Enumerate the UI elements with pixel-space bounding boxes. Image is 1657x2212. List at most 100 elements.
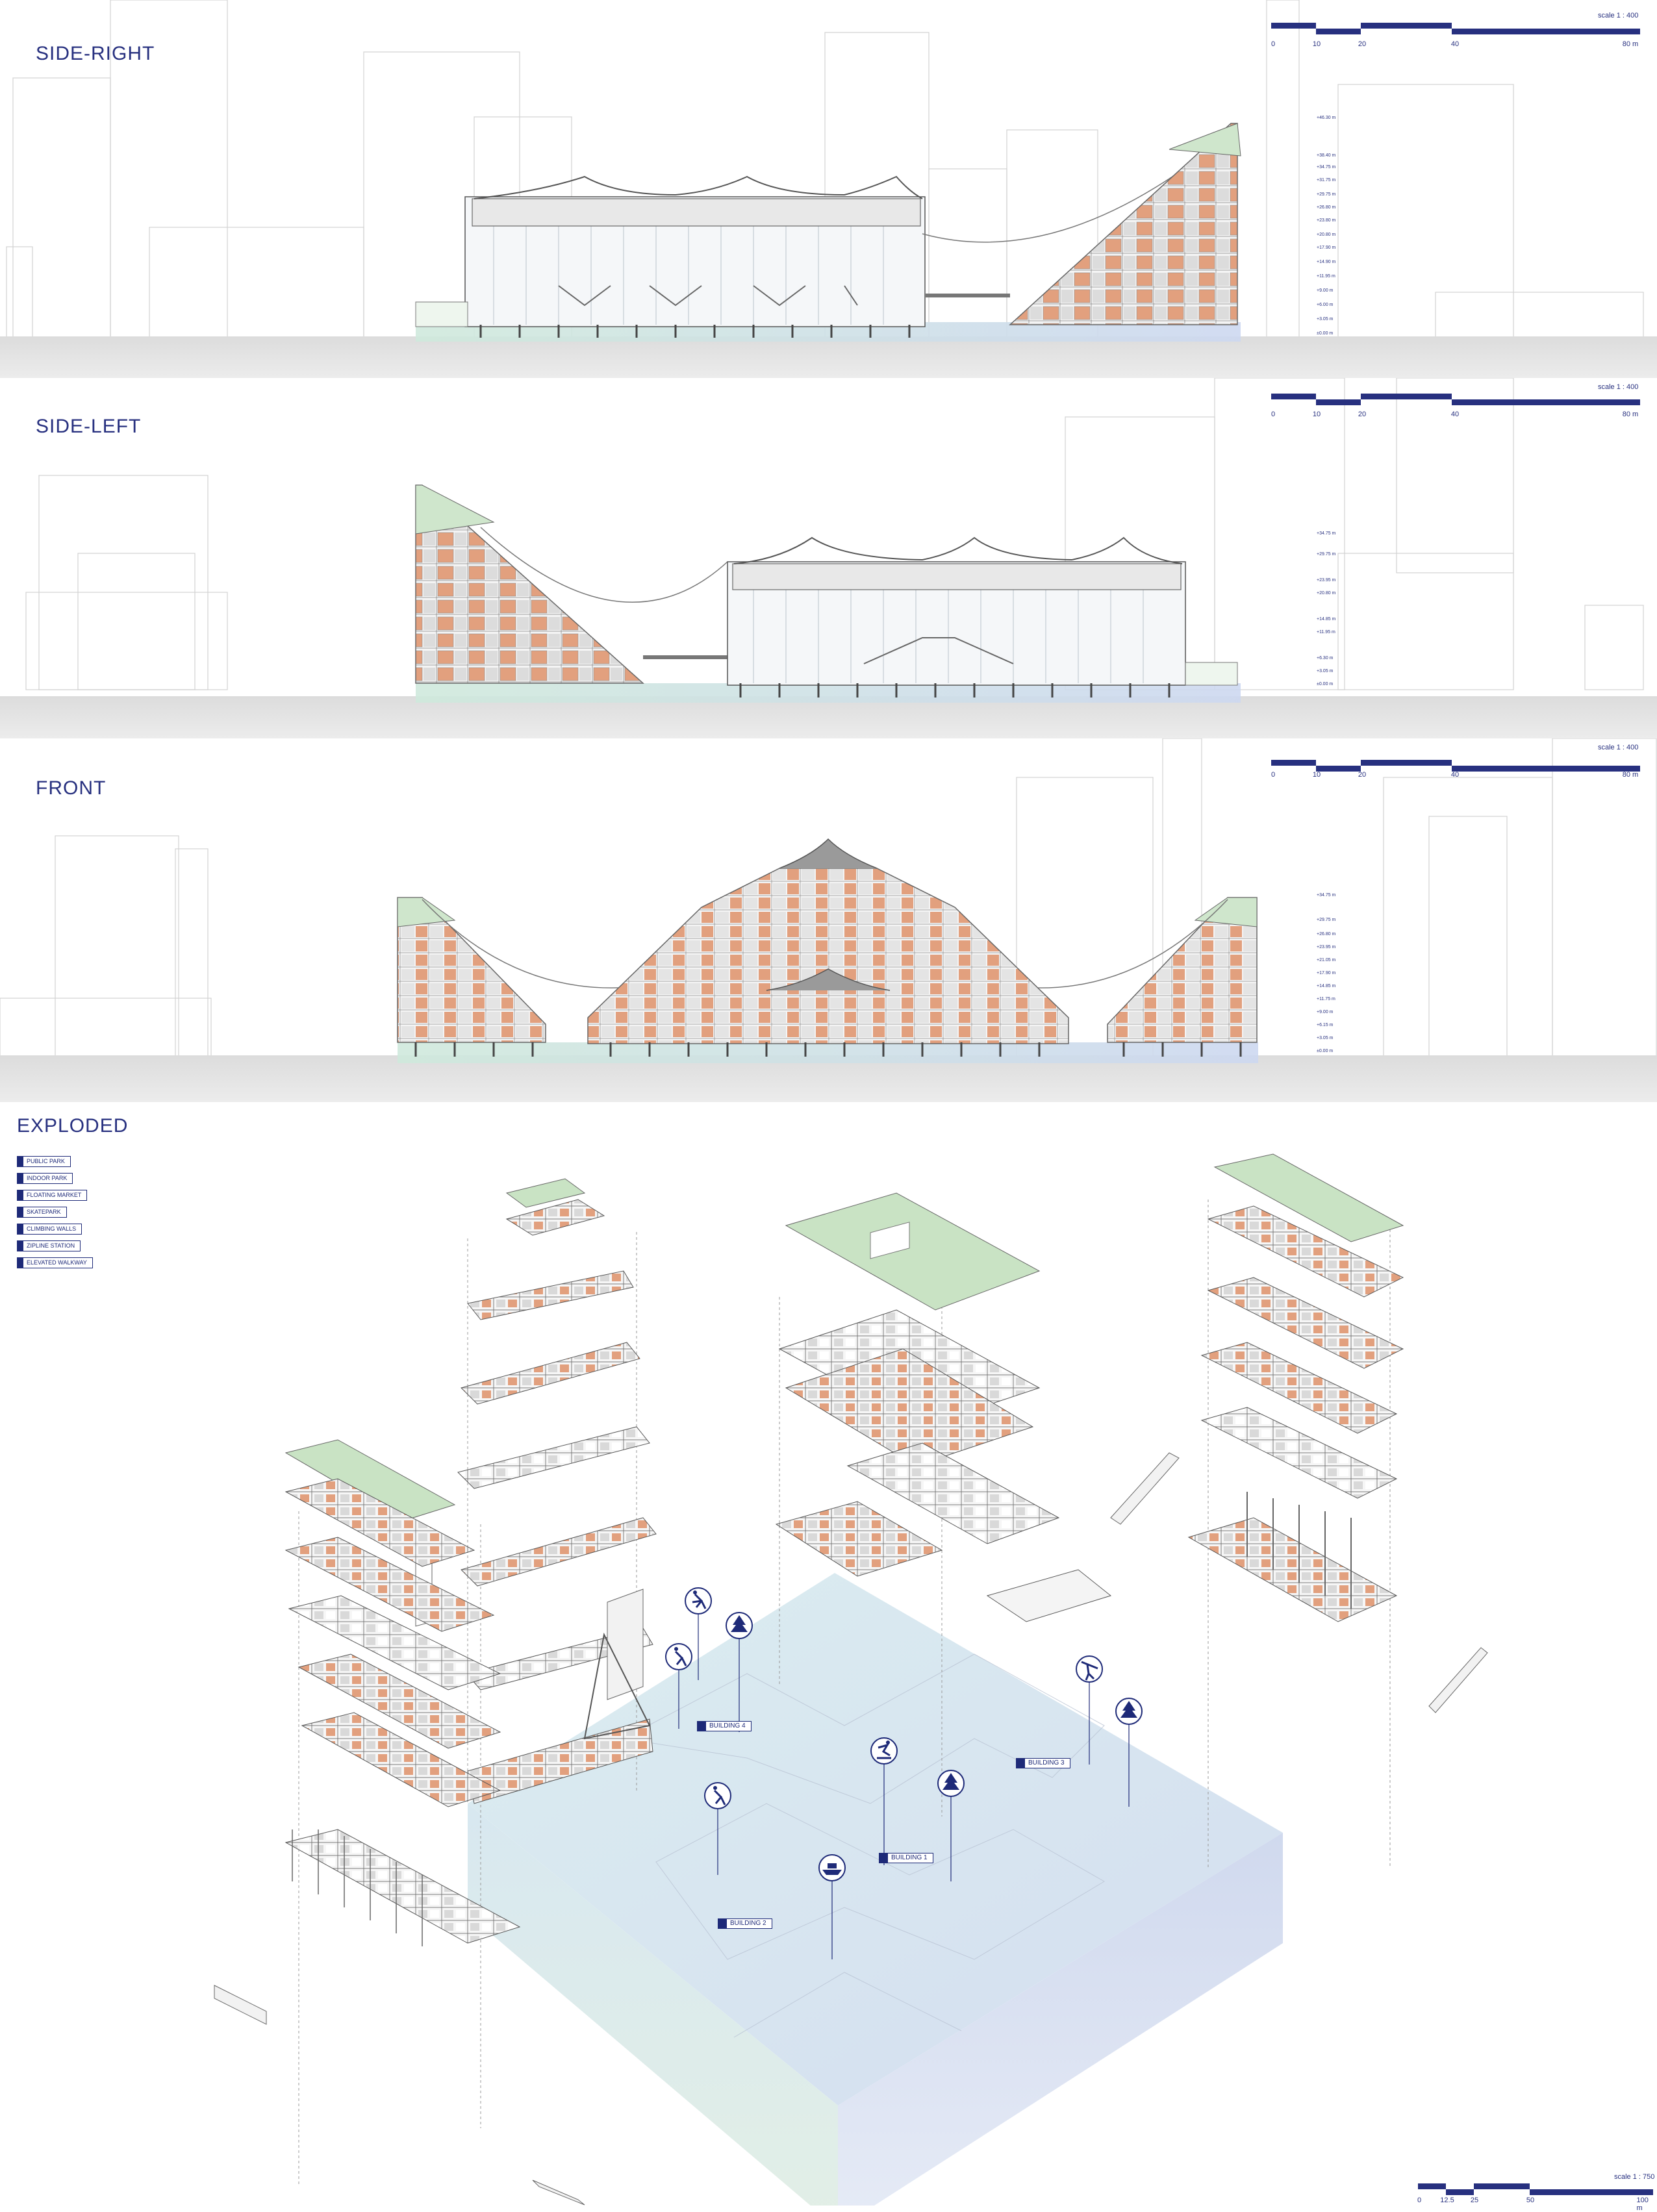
elevation-label: +14.85 m bbox=[1317, 984, 1336, 988]
scale-label: scale 1 : 400 bbox=[1598, 744, 1639, 751]
panel-title: EXPLODED bbox=[17, 1115, 129, 1137]
scale-tick: 50 bbox=[1526, 2196, 1535, 2204]
legend-item: CLIMBING WALLS bbox=[17, 1223, 93, 1235]
elevation-label: +14.85 m bbox=[1317, 617, 1336, 622]
legend-item: ZIPLINE STATION bbox=[17, 1240, 93, 1251]
side-right-elevation bbox=[0, 0, 1657, 378]
boat-icon bbox=[818, 1854, 846, 1881]
tree-icon bbox=[1115, 1698, 1143, 1725]
climbing-icon bbox=[665, 1643, 692, 1670]
elevation-label: +3.05 m bbox=[1317, 1036, 1334, 1040]
scale-tick: 40 bbox=[1450, 771, 1460, 779]
scale-tick: 10 bbox=[1312, 410, 1321, 418]
elevation-label: +11.75 m bbox=[1317, 997, 1335, 1001]
building-1-stack bbox=[775, 1192, 1112, 1622]
scale-tick: 0 bbox=[1417, 2196, 1422, 2204]
building-label-text: BUILDING 4 bbox=[706, 1721, 752, 1731]
elevation-label: +3.05 m bbox=[1317, 317, 1334, 321]
building-4-stack bbox=[415, 1178, 657, 1804]
elevation-label: +3.05 m bbox=[1317, 669, 1334, 673]
elevation-label: +26.80 m bbox=[1317, 932, 1336, 936]
elevation-label: ±0.00 m bbox=[1317, 1049, 1334, 1053]
scale-bar bbox=[1271, 760, 1640, 772]
elevation-label: ±0.00 m bbox=[1317, 331, 1334, 336]
scale-tick: 20 bbox=[1358, 771, 1367, 779]
elevation-label: +9.00 m bbox=[1317, 288, 1334, 293]
elevation-label: +34.75 m bbox=[1317, 531, 1336, 536]
panel-title: FRONT bbox=[36, 777, 107, 799]
legend-item: PUBLIC PARK bbox=[17, 1155, 93, 1167]
building-label-text: BUILDING 3 bbox=[1025, 1758, 1070, 1768]
building-label: BUILDING 1 bbox=[879, 1853, 933, 1863]
scale-bar bbox=[1418, 2183, 1653, 2195]
legend-label: FLOATING MARKET bbox=[23, 1189, 88, 1201]
building-3-stack bbox=[1110, 1153, 1488, 1713]
climbing-icon bbox=[704, 1782, 731, 1809]
scale-label: scale 1 : 400 bbox=[1598, 12, 1639, 19]
scale-tick: 0 bbox=[1271, 40, 1276, 48]
elevation-label: +29.75 m bbox=[1317, 192, 1336, 197]
scale-tick: 10 bbox=[1312, 771, 1321, 779]
legend-item: ELEVATED WALKWAY bbox=[17, 1257, 93, 1268]
scale-bar bbox=[1271, 394, 1640, 405]
elevation-label: +31.75 m bbox=[1317, 178, 1336, 182]
building-label: BUILDING 3 bbox=[1016, 1758, 1070, 1768]
elevation-label: +6.00 m bbox=[1317, 303, 1334, 307]
scale-tick: 80 m bbox=[1622, 410, 1639, 418]
elevation-label: +29.75 m bbox=[1317, 918, 1336, 922]
scale-tick: 25 bbox=[1470, 2196, 1479, 2204]
scale-label: scale 1 : 400 bbox=[1598, 383, 1639, 391]
scale-tick: 80 m bbox=[1622, 771, 1639, 779]
elevation-label: +6.15 m bbox=[1317, 1023, 1334, 1027]
scale-tick: 100 m bbox=[1636, 2196, 1649, 2212]
scale-tick: 40 bbox=[1450, 40, 1460, 48]
exploded-panel: EXPLODED PUBLIC PARK INDOOR PARK FLOATIN… bbox=[0, 1102, 1657, 2212]
elevation-label: +38.40 m bbox=[1317, 153, 1336, 158]
scale-tick: 20 bbox=[1358, 410, 1367, 418]
tree-icon bbox=[726, 1612, 753, 1639]
scale-tick: 0 bbox=[1271, 410, 1276, 418]
climbing-icon bbox=[685, 1587, 712, 1615]
elevation-label: +34.75 m bbox=[1317, 893, 1336, 898]
elevation-label: +46.30 m bbox=[1317, 116, 1336, 120]
building-label-text: BUILDING 1 bbox=[888, 1853, 933, 1863]
front-panel: FRONT scale 1 : 400 0 10 20 40 80 m +34.… bbox=[0, 738, 1657, 1102]
elevation-label: +20.80 m bbox=[1317, 233, 1336, 237]
legend-label: INDOOR PARK bbox=[23, 1172, 73, 1184]
elevation-label: +23.95 m bbox=[1317, 578, 1336, 583]
building-label-text: BUILDING 2 bbox=[727, 1918, 772, 1929]
legend-item: FLOATING MARKET bbox=[17, 1189, 93, 1201]
legend-label: SKATEPARK bbox=[23, 1206, 67, 1218]
building-label: BUILDING 2 bbox=[718, 1918, 772, 1929]
water-basin bbox=[468, 1573, 1283, 2206]
skater-icon bbox=[870, 1737, 898, 1765]
elevation-label: +34.75 m bbox=[1317, 165, 1336, 170]
tree-icon bbox=[937, 1770, 965, 1797]
elevation-label: +11.95 m bbox=[1317, 630, 1335, 635]
elevation-label: +23.95 m bbox=[1317, 945, 1336, 949]
side-right-panel: SIDE-RIGHT scale 1 : 400 0 10 20 40 80 m… bbox=[0, 0, 1657, 378]
front-elevation bbox=[0, 738, 1657, 1102]
elevation-label: +9.00 m bbox=[1317, 1010, 1334, 1014]
legend-label: PUBLIC PARK bbox=[23, 1155, 71, 1167]
elevation-label: +6.30 m bbox=[1317, 656, 1334, 660]
zipline-icon bbox=[1076, 1655, 1103, 1683]
legend-label: ELEVATED WALKWAY bbox=[23, 1257, 93, 1268]
scale-tick: 12.5 bbox=[1440, 2196, 1454, 2204]
scale-tick: 10 bbox=[1312, 40, 1321, 48]
scale-tick: 80 m bbox=[1622, 40, 1639, 48]
elevation-label: ±0.00 m bbox=[1317, 682, 1334, 686]
elevation-label: +17.90 m bbox=[1317, 971, 1336, 975]
panel-title: SIDE-LEFT bbox=[36, 416, 142, 437]
elevation-label: +17.90 m bbox=[1317, 245, 1336, 250]
side-left-panel: SIDE-LEFT scale 1 : 400 0 10 20 40 80 m … bbox=[0, 378, 1657, 738]
legend-label: CLIMBING WALLS bbox=[23, 1223, 82, 1235]
elevation-label: +23.80 m bbox=[1317, 218, 1336, 223]
elevation-label: +29.75 m bbox=[1317, 552, 1336, 557]
elevation-label: +20.80 m bbox=[1317, 591, 1336, 596]
scale-tick: 40 bbox=[1450, 410, 1460, 418]
side-left-elevation bbox=[0, 378, 1657, 738]
elevation-label: +21.05 m bbox=[1317, 958, 1336, 962]
legend: PUBLIC PARK INDOOR PARK FLOATING MARKET … bbox=[17, 1155, 93, 1274]
panel-title: SIDE-RIGHT bbox=[36, 43, 155, 64]
